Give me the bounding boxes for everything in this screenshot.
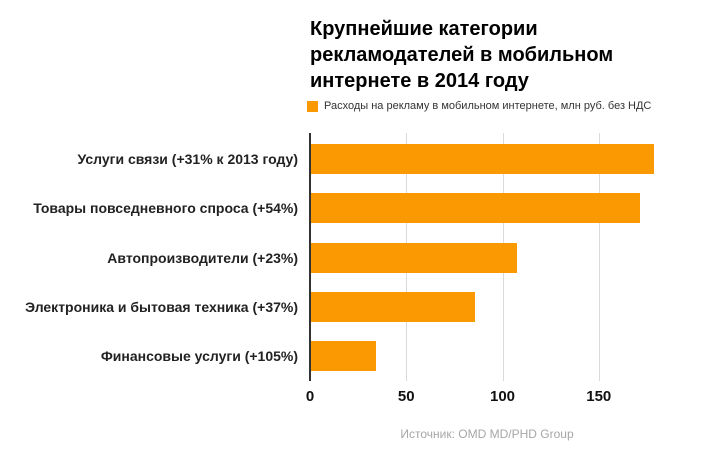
category-label: Электроника и бытовая техника (+37%) (25, 298, 298, 315)
x-tick-label: 100 (489, 388, 516, 405)
x-tick-label: 150 (586, 388, 612, 405)
legend-swatch-icon (307, 100, 318, 112)
source-caption: Источник: OMD MD/PHD Group (400, 427, 574, 441)
gridline (598, 133, 600, 381)
y-axis-line (309, 133, 311, 381)
bar (311, 341, 377, 371)
bar (311, 291, 475, 322)
bar (311, 242, 517, 273)
chart-title-line-2: рекламодателей в мобильном (310, 44, 614, 66)
chart-title-line-3: интернете в 2014 году (310, 70, 529, 92)
chart-title-line-1: Крупнейшие категории (310, 18, 538, 40)
bar (311, 144, 654, 174)
category-label: Товары повседневного спроса (+54%) (33, 200, 298, 217)
category-label: Автопроизводители (+23%) (107, 249, 298, 266)
category-label: Услуги связи (+31% к 2013 году) (77, 151, 298, 167)
bar (311, 193, 641, 224)
x-tick-label: 50 (397, 388, 415, 405)
legend: Расходы на рекламу в мобильном интернете… (307, 100, 651, 112)
legend-label: Расходы на рекламу в мобильном интернете… (324, 100, 652, 112)
chart-title: Крупнейшие категории рекламодателей в мо… (310, 16, 613, 94)
category-label: Финансовые услуги (+105%) (100, 348, 298, 364)
x-tick-label: 0 (305, 388, 315, 405)
